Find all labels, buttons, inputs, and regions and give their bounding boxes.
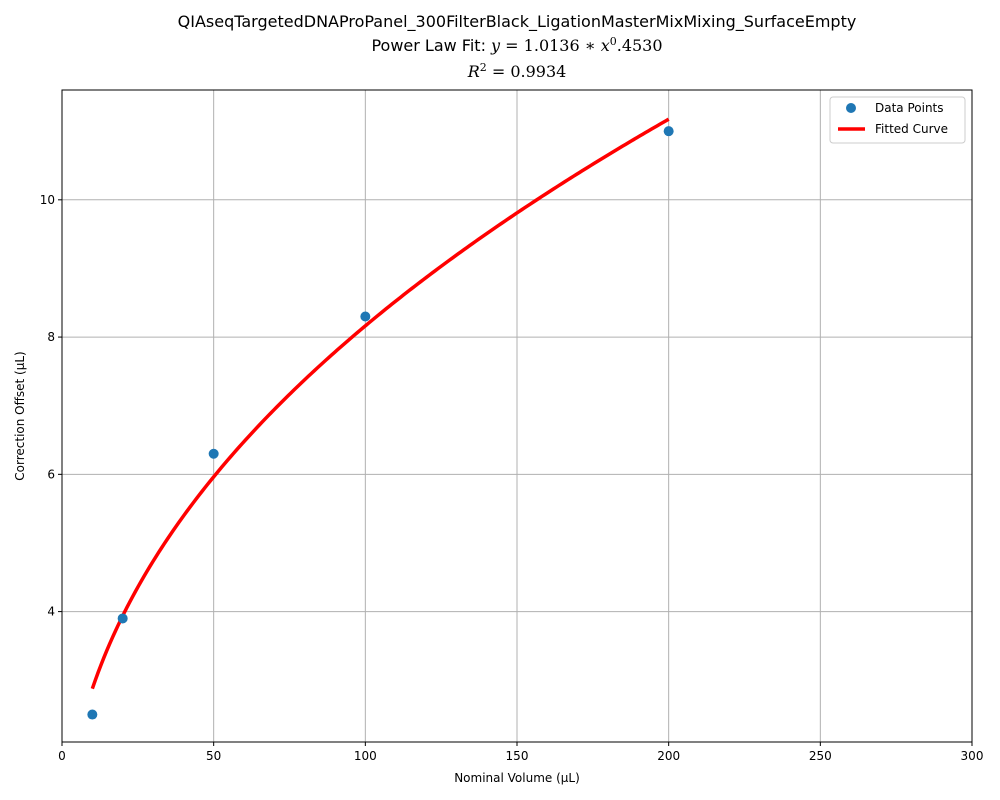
y-axis-ticks: 4 6 8 10 xyxy=(40,193,62,619)
x-tick-label: 0 xyxy=(58,749,66,763)
r2-superscript: 2 xyxy=(479,61,487,74)
fit-equation: y = 1.0136 ∗ x0.4530 xyxy=(491,35,663,55)
x-tick-label: 300 xyxy=(961,749,984,763)
curve-layer xyxy=(90,117,670,690)
y-tick-label: 4 xyxy=(47,605,55,619)
x-tick-label: 250 xyxy=(809,749,832,763)
legend-label-fitted-curve: Fitted Curve xyxy=(875,122,948,136)
fit-exponent: 0 xyxy=(609,35,617,48)
chart-title: QIAseqTargetedDNAProPanel_300FilterBlack… xyxy=(177,12,857,31)
fit-tail: .4530 xyxy=(616,36,663,55)
grid xyxy=(61,90,973,742)
fit-base: x xyxy=(600,36,610,55)
x-tick-label: 50 xyxy=(206,749,221,763)
x-axis-ticks: 0 50 100 150 200 250 300 xyxy=(58,742,983,763)
x-tick-label: 200 xyxy=(657,749,680,763)
chart-subtitle: Power Law Fit: y = 1.0136 ∗ x0.4530 xyxy=(0,34,1000,60)
data-point xyxy=(663,126,674,137)
data-point xyxy=(208,448,219,459)
data-point xyxy=(360,311,371,322)
legend-marker-data-points xyxy=(846,103,856,113)
fit-coefficient: 1.0136 xyxy=(523,36,580,55)
data-point xyxy=(117,613,128,624)
y-axis-label: Correction Offset (µL) xyxy=(13,351,27,480)
y-tick-label: 6 xyxy=(47,467,55,481)
chart-titles: QIAseqTargetedDNAProPanel_300FilterBlack… xyxy=(0,10,1000,86)
legend-label-data-points: Data Points xyxy=(875,101,944,115)
r2-label: R xyxy=(467,62,480,81)
fitted-curve-line xyxy=(90,117,670,690)
legend-box xyxy=(829,96,966,144)
x-tick-label: 150 xyxy=(506,749,529,763)
points-layer xyxy=(87,126,674,720)
fit-prefix: Power Law Fit: xyxy=(371,36,492,55)
data-point xyxy=(87,709,98,720)
x-axis-label: Nominal Volume (µL) xyxy=(454,771,580,785)
x-tick-label: 100 xyxy=(354,749,377,763)
fit-lhs: y xyxy=(491,36,501,55)
r2-symbol: R2 = 0.9934 xyxy=(467,61,567,81)
legend: Data Points Fitted Curve xyxy=(829,96,966,144)
y-tick-label: 8 xyxy=(47,330,55,344)
r2-line: R2 = 0.9934 xyxy=(0,60,1000,86)
r2-value: 0.9934 xyxy=(510,62,567,81)
y-tick-label: 10 xyxy=(40,193,55,207)
